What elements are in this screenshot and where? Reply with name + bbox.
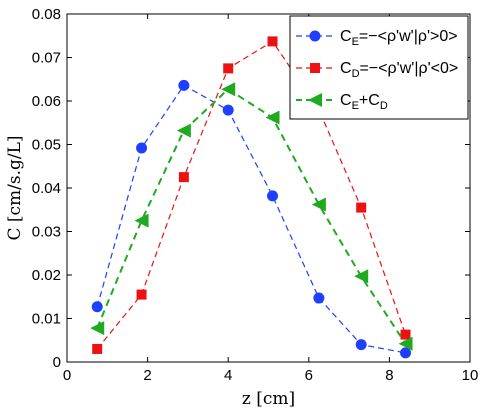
y-tick-label: 0.03 bbox=[32, 224, 61, 241]
data-point bbox=[92, 343, 103, 354]
axes: 0 2 4 6 8 10 0 0.01 0.02 0.03 0.04 0.05 0.06 0.07 0.08 bbox=[32, 6, 479, 384]
series-3 bbox=[90, 82, 413, 351]
y-tick-label: 0.01 bbox=[32, 311, 61, 328]
data-point bbox=[355, 339, 367, 351]
data-point bbox=[223, 63, 234, 74]
legend-label: CE=−<ρ'w'|ρ'>0> bbox=[340, 28, 458, 48]
y-tick-label: 0.06 bbox=[32, 93, 61, 110]
y-axis-label: C [cm/s.g/L] bbox=[5, 135, 25, 240]
y-tick-label: 0.04 bbox=[32, 180, 61, 197]
series-1 bbox=[91, 79, 412, 359]
x-tick-label: 8 bbox=[385, 367, 393, 384]
data-point bbox=[178, 172, 189, 183]
series-line bbox=[96, 40, 407, 350]
legend-item-2: CD=−<ρ'w'|ρ'<0> bbox=[296, 60, 458, 80]
data-point bbox=[267, 190, 279, 202]
data-point bbox=[222, 104, 234, 116]
data-point bbox=[356, 202, 367, 213]
y-tick-label: 0.02 bbox=[32, 267, 61, 284]
x-tick-label: 0 bbox=[63, 367, 71, 384]
x-axis-label: z [cm] bbox=[242, 389, 295, 409]
legend-item-3: CE+CD bbox=[296, 92, 388, 112]
data-point bbox=[136, 142, 148, 154]
data-point bbox=[400, 347, 412, 359]
data-point bbox=[90, 321, 105, 336]
y-tick-label: 0.05 bbox=[32, 137, 61, 154]
data-point bbox=[313, 292, 325, 304]
data-point bbox=[178, 79, 190, 91]
series-line bbox=[96, 87, 407, 345]
data-point bbox=[354, 269, 369, 284]
legend: CE=−<ρ'w'|ρ'>0> CD=−<ρ'w'|ρ'<0> CE+CD bbox=[289, 15, 469, 120]
y-tick-label: 0.08 bbox=[32, 6, 61, 23]
x-tick-label: 10 bbox=[462, 367, 479, 384]
legend-item-1: CE=−<ρ'w'|ρ'>0> bbox=[296, 28, 458, 48]
data-point bbox=[311, 197, 326, 212]
legend-label: CD=−<ρ'w'|ρ'<0> bbox=[340, 60, 458, 80]
data-point bbox=[400, 329, 411, 340]
data-point bbox=[398, 336, 413, 351]
x-tick-label: 4 bbox=[224, 367, 232, 384]
y-tick-label: 0.07 bbox=[32, 50, 61, 67]
legend-marker bbox=[309, 30, 321, 42]
data-point bbox=[267, 36, 278, 47]
legend-label: CE+CD bbox=[340, 92, 388, 112]
data-point bbox=[134, 213, 149, 228]
legend-marker bbox=[308, 93, 322, 107]
data-point bbox=[176, 123, 191, 138]
data-point bbox=[265, 110, 280, 125]
series-line bbox=[96, 84, 406, 354]
y-tick-label: 0 bbox=[53, 354, 61, 371]
data-point bbox=[136, 289, 147, 300]
data-point bbox=[91, 301, 103, 313]
data-point bbox=[221, 82, 236, 97]
series-layer bbox=[90, 36, 413, 359]
legend-marker bbox=[310, 63, 320, 73]
x-tick-label: 6 bbox=[305, 367, 313, 384]
x-tick-label: 2 bbox=[143, 367, 151, 384]
